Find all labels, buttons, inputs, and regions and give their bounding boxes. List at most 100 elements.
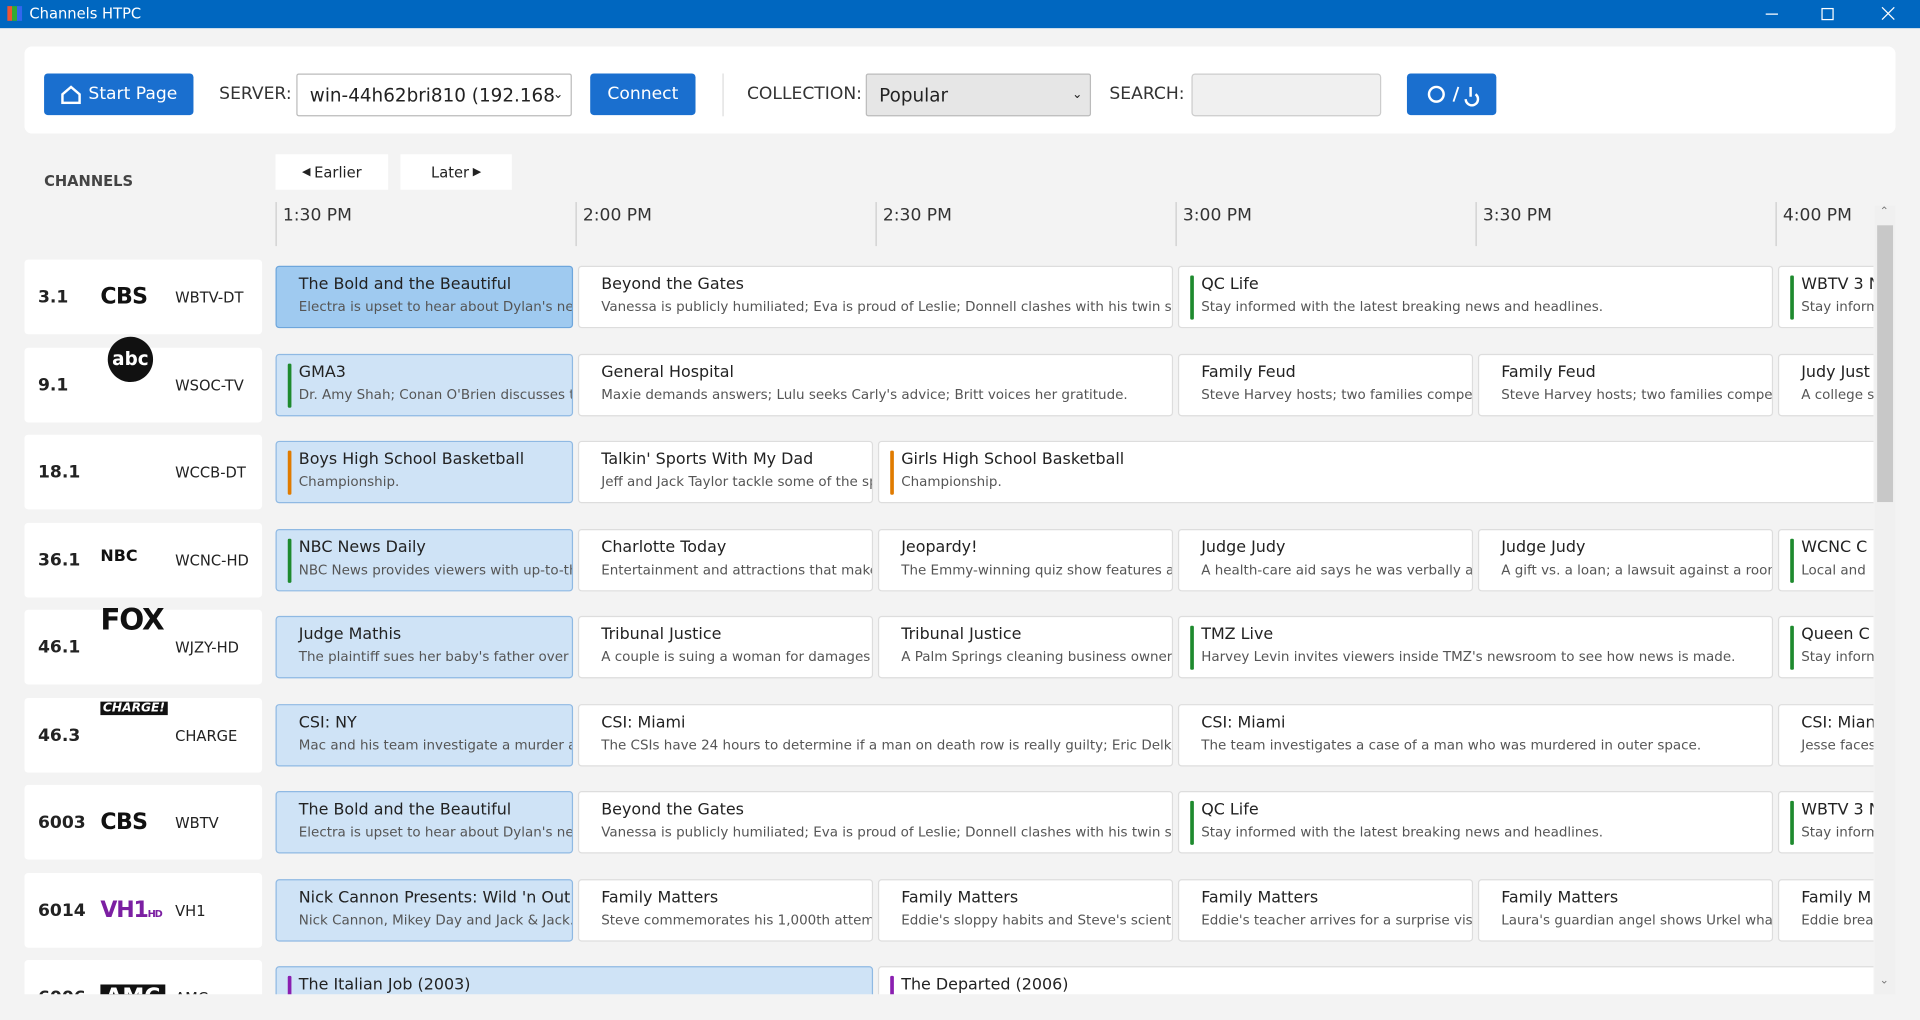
- program-cell[interactable]: Family Matters Steve commemorates his 1,0…: [577, 878, 874, 942]
- program-cell[interactable]: Beyond the Gates Vanessa is publicly humi…: [577, 791, 1174, 854]
- program-title: QC Life: [1201, 275, 1259, 294]
- program-title: Beyond the Gates: [601, 800, 744, 820]
- program-cell[interactable]: Judge Judy A health-care aid says he was …: [1177, 528, 1474, 591]
- scroll-down[interactable]: ⌄: [1879, 974, 1889, 987]
- program-cell[interactable]: Family Feud Steve Harvey hosts; two famil…: [1477, 353, 1774, 416]
- program-description: The CSIs have 24 hours to determine if a…: [601, 736, 1174, 753]
- program-cell[interactable]: Family Matters Eddie's teacher arrives fo…: [1177, 878, 1474, 942]
- time-label: 3:30 PM: [1482, 205, 1552, 226]
- logo-text: abc: [112, 347, 149, 370]
- logo-text: NBC: [100, 546, 138, 566]
- program-title: Charlotte Today: [601, 538, 727, 557]
- channel-number: 46.3: [37, 725, 81, 746]
- program-description: Stay inform: [1801, 298, 1874, 315]
- search-input[interactable]: [1191, 73, 1382, 117]
- program-title: Family Matters: [1201, 888, 1319, 907]
- genre-accent: [287, 538, 292, 583]
- program-cell[interactable]: TMZ Live Harvey Levin invites viewers ins…: [1177, 615, 1774, 679]
- program-title: WCNC C: [1801, 538, 1868, 557]
- channel-card: 6014 VH1HD VH1: [24, 872, 263, 948]
- program-cell[interactable]: Tribunal Justice A couple is suing a woma…: [577, 615, 874, 679]
- scrollbar[interactable]: ⌃ ⌄: [1874, 205, 1896, 995]
- program-cell[interactable]: GMA3 Dr. Amy Shah; Conan O'Brien discusse…: [275, 353, 574, 416]
- program-cell[interactable]: WCNC C Local and: [1777, 528, 1874, 591]
- program-cell[interactable]: QC Life Stay informed with the latest bre…: [1177, 791, 1774, 854]
- program-title: WBTV 3 N: [1801, 275, 1874, 294]
- program-description: Laura's guardian angel shows Urkel what …: [1501, 911, 1774, 928]
- program-cell[interactable]: General Hospital Maxie demands answers; L…: [577, 353, 1174, 416]
- program-description: Steve Harvey hosts; two families compete…: [1201, 386, 1474, 403]
- program-cell[interactable]: CSI: NY Mac and his team investigate a mu…: [275, 703, 574, 766]
- time-divider: [1175, 202, 1177, 247]
- channel-card: 46.3 CHARGE! CHARGE: [24, 697, 263, 773]
- program-cell[interactable]: Charlotte Today Entertainment and attract…: [577, 528, 874, 591]
- program-cell[interactable]: Judge Mathis The plaintiff sues her baby'…: [275, 615, 574, 679]
- program-description: The team investigates a case of a man wh…: [1201, 736, 1702, 753]
- program-cell[interactable]: QC Life Stay informed with the latest bre…: [1177, 265, 1774, 329]
- toggle-icon: [1427, 85, 1479, 107]
- program-cell[interactable]: CSI: Miami The team investigates a case o…: [1177, 703, 1774, 766]
- program-cell[interactable]: WBTV 3 N Stay inform: [1777, 265, 1874, 329]
- start-page-button[interactable]: Start Page: [44, 73, 194, 116]
- select-value: Popular: [879, 83, 949, 106]
- program-cell[interactable]: The Bold and the Beautiful Electra is ups…: [275, 791, 574, 854]
- guide-grid: 3.1 CBS WBTV-DT The Bold and the Beautiful E…: [0, 251, 1874, 995]
- program-title: GMA3: [298, 363, 346, 382]
- genre-accent: [1790, 538, 1794, 583]
- program-description: Vanessa is publicly humiliated; Eva is p…: [601, 824, 1174, 841]
- program-title: Judge Judy: [1201, 538, 1286, 557]
- toggle-button[interactable]: [1406, 73, 1497, 116]
- time-label: 1:30 PM: [282, 205, 352, 226]
- program-cell[interactable]: CSI: Mian Jesse faces: [1777, 703, 1874, 766]
- genre-accent: [1790, 625, 1794, 670]
- connect-button[interactable]: Connect: [590, 73, 696, 116]
- program-cell[interactable]: Family Matters Eddie's sloppy habits and …: [877, 878, 1174, 942]
- program-cell[interactable]: CSI: Miami The CSIs have 24 hours to dete…: [577, 703, 1174, 766]
- program-description: A college s: [1801, 386, 1874, 403]
- program-cell[interactable]: Family Matters Laura's guardian angel sho…: [1477, 878, 1774, 942]
- program-cell[interactable]: Jeopardy! The Emmy-winning quiz show feat…: [877, 528, 1174, 591]
- program-cell[interactable]: Boys High School Basketball Championship.: [275, 440, 574, 504]
- program-cell[interactable]: NBC News Daily NBC News provides viewers …: [275, 528, 574, 591]
- program-description: Stay inform: [1801, 824, 1874, 841]
- program-title: NBC News Daily: [298, 538, 426, 557]
- channel-callsign: WJZY-HD: [175, 639, 239, 657]
- program-cell[interactable]: Girls High School Basketball Championship…: [877, 440, 1874, 504]
- genre-accent: [1190, 625, 1194, 670]
- channel-number: 46.1: [37, 637, 81, 658]
- channel-card: 46.1 FOX WJZY-HD: [24, 602, 263, 685]
- program-title: Judy Just: [1801, 363, 1870, 382]
- server-select[interactable]: win-44h62bri810 (192.168 ⌄: [296, 73, 572, 117]
- channel-logo: FOX: [100, 602, 164, 636]
- program-cell[interactable]: Beyond the Gates Vanessa is publicly humi…: [577, 265, 1174, 329]
- later-button[interactable]: Later ▶: [400, 154, 512, 190]
- program-title: Nick Cannon Presents: Wild 'n Out: [298, 888, 571, 907]
- program-title: Family Matters: [601, 888, 719, 907]
- genre-accent: [1190, 800, 1194, 845]
- earlier-button[interactable]: ◀ Earlier: [275, 154, 389, 190]
- scroll-thumb[interactable]: [1877, 225, 1894, 503]
- channel-card: 9.1 abc WSOC-TV: [24, 336, 263, 422]
- program-cell[interactable]: Talkin' Sports With My Dad Jeff and Jack …: [577, 440, 874, 504]
- collection-select[interactable]: Popular ⌄: [865, 73, 1092, 117]
- program-title: Talkin' Sports With My Dad: [601, 450, 814, 469]
- program-cell[interactable]: Family Feud Steve Harvey hosts; two famil…: [1177, 353, 1474, 416]
- program-cell[interactable]: The Departed (2006): [877, 966, 1874, 995]
- program-description: Jeff and Jack Taylor tackle some of the …: [601, 473, 874, 490]
- program-cell[interactable]: WBTV 3 N Stay inform: [1777, 791, 1874, 854]
- program-cell[interactable]: Judy Just A college s: [1777, 353, 1874, 416]
- program-title: Judge Mathis: [298, 625, 402, 645]
- program-cell[interactable]: The Bold and the Beautiful Electra is ups…: [275, 265, 574, 329]
- program-cell[interactable]: Queen C Stay inforn: [1777, 615, 1874, 679]
- logo-suffix: HD: [147, 907, 163, 919]
- channel-callsign: CHARGE: [175, 726, 238, 744]
- channel-card: 6006 AMC AMC: [24, 960, 263, 995]
- program-cell[interactable]: The Italian Job (2003): [275, 966, 874, 995]
- window-controls[interactable]: [1751, 0, 1910, 28]
- program-description: Eddie brea: [1801, 911, 1874, 928]
- program-cell[interactable]: Family M Eddie brea: [1777, 878, 1874, 942]
- program-cell[interactable]: Tribunal Justice A Palm Springs cleaning …: [877, 615, 1174, 679]
- program-cell[interactable]: Nick Cannon Presents: Wild 'n Out Nick Ca…: [275, 878, 574, 942]
- scroll-up[interactable]: ⌃: [1879, 205, 1889, 218]
- program-cell[interactable]: Judge Judy A gift vs. a loan; a lawsuit a…: [1477, 528, 1774, 591]
